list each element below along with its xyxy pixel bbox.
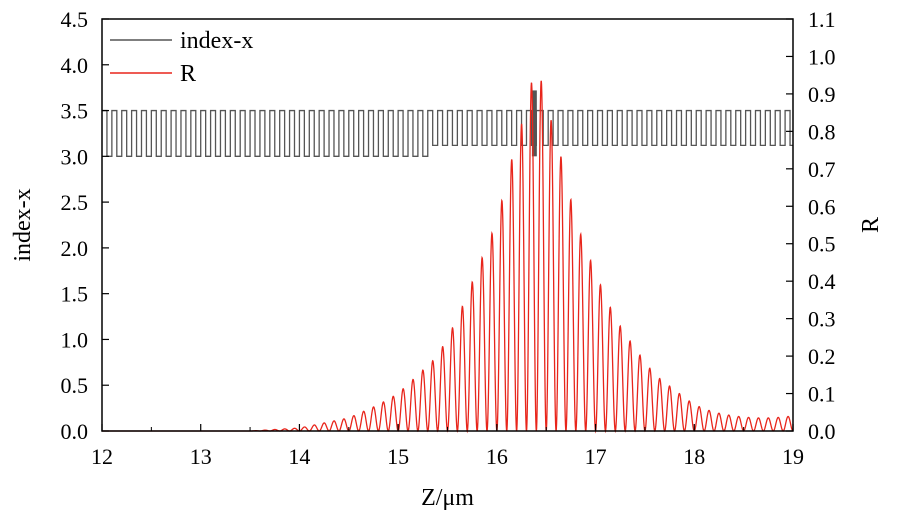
y-tick-label: 3.5 bbox=[61, 99, 89, 124]
y2-tick-label: 0.7 bbox=[808, 157, 836, 182]
y-tick-label: 0.5 bbox=[61, 373, 89, 398]
series-layer bbox=[102, 80, 794, 434]
y-tick-label: 2.0 bbox=[61, 236, 89, 261]
y2-tick-label: 0.0 bbox=[808, 419, 836, 444]
y2-axis-title: R bbox=[858, 217, 884, 233]
y2-tick-label: 0.5 bbox=[808, 232, 836, 257]
y-tick-label: 1.5 bbox=[61, 282, 89, 307]
y-tick-label: 4.0 bbox=[61, 53, 89, 78]
y-tick-label: 0.0 bbox=[61, 419, 89, 444]
x-tick-label: 15 bbox=[387, 444, 409, 469]
y-tick-label: 2.5 bbox=[61, 190, 89, 215]
x-tick-label: 18 bbox=[683, 444, 705, 469]
x-tick-label: 19 bbox=[782, 444, 804, 469]
x-tick-label: 17 bbox=[585, 444, 607, 469]
y-axis-left: 0.0 0.5 1.0 1.5 2.0 2.5 3.0 3.5 4.0 4.5 bbox=[61, 7, 109, 444]
y-tick-label: 1.0 bbox=[61, 327, 89, 352]
y2-tick-label: 0.1 bbox=[808, 382, 836, 407]
y-axis-title: index-x bbox=[10, 188, 36, 261]
y-tick-label: 3.0 bbox=[61, 144, 89, 169]
x-axis-title: Z/μm bbox=[421, 485, 474, 511]
x-axis: 12 13 14 15 16 17 18 19 bbox=[91, 424, 804, 469]
y2-tick-label: 1.1 bbox=[808, 7, 836, 32]
series-defect-index-x bbox=[531, 90, 537, 157]
plot-frame bbox=[101, 18, 794, 432]
y2-tick-label: 0.4 bbox=[808, 269, 836, 294]
y2-tick-label: 0.2 bbox=[808, 344, 836, 369]
x-tick-label: 13 bbox=[190, 444, 212, 469]
y2-tick-label: 0.8 bbox=[808, 119, 836, 144]
y2-tick-label: 0.6 bbox=[808, 194, 836, 219]
x-tick-label: 16 bbox=[486, 444, 508, 469]
plot-area bbox=[101, 18, 794, 434]
y2-tick-label: 0.9 bbox=[808, 82, 836, 107]
y-axis-right: 0.0 0.1 0.2 0.3 0.4 0.5 0.6 0.7 0.8 0.9 1.0 1.1 bbox=[786, 7, 836, 444]
x-tick-label: 12 bbox=[91, 444, 113, 469]
legend-label-r: R bbox=[180, 61, 196, 87]
legend-label-index-x: index-x bbox=[180, 28, 253, 54]
y-tick-label: 4.5 bbox=[61, 7, 89, 32]
series-line-index-x bbox=[102, 109, 793, 157]
y2-tick-label: 1.0 bbox=[808, 44, 836, 69]
x-tick-label: 14 bbox=[288, 444, 310, 469]
y2-tick-label: 0.3 bbox=[808, 307, 836, 332]
legend: index-x R bbox=[110, 28, 253, 87]
